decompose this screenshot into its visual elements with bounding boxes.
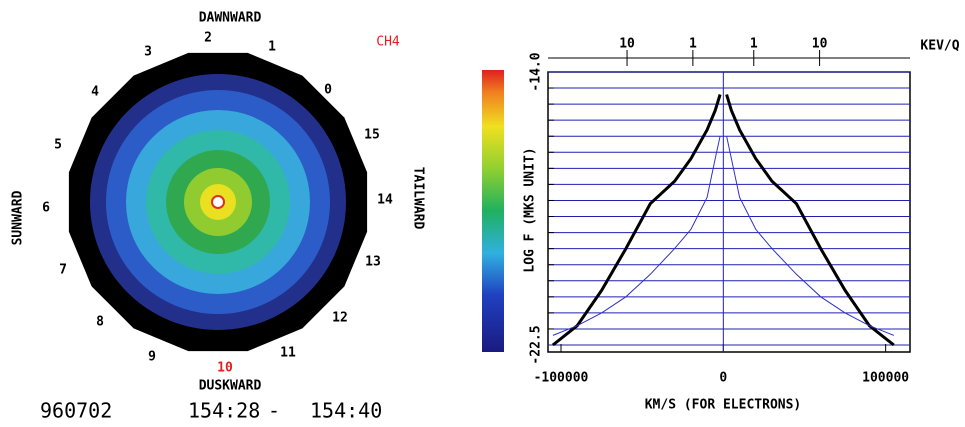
sector-label: 1 bbox=[268, 40, 276, 55]
top-tick-label: 1 bbox=[750, 37, 758, 52]
sector-label: 10 bbox=[217, 361, 233, 376]
top-tick-label: 1 bbox=[689, 37, 697, 52]
center bbox=[211, 195, 225, 209]
x-axis-label: KM/S (FOR ELECTRONS) bbox=[645, 398, 802, 413]
sector-label: 4 bbox=[91, 85, 99, 100]
start-time: 154:28 bbox=[188, 399, 260, 423]
color-bar bbox=[482, 70, 504, 352]
sector-label: 3 bbox=[144, 45, 152, 60]
series-line bbox=[552, 136, 894, 336]
sector-label: 12 bbox=[332, 311, 348, 326]
polar-disk bbox=[68, 52, 368, 352]
sector-label: 8 bbox=[96, 315, 104, 330]
y-tick-label: -14.0 bbox=[529, 52, 544, 91]
sunward-label: SUNWARD bbox=[11, 190, 26, 245]
plot-frame bbox=[547, 71, 911, 353]
tailward-label: TAILWARD bbox=[411, 167, 426, 230]
dawnward-label: DAWNWARD bbox=[199, 11, 262, 26]
sector-label: 6 bbox=[42, 201, 50, 216]
x-tick-label: -100000 bbox=[534, 371, 589, 386]
top-tick-label: 10 bbox=[812, 37, 828, 52]
sector-label: 11 bbox=[280, 346, 296, 361]
duskward-label: DUSKWARD bbox=[199, 379, 262, 394]
sector-label: 7 bbox=[59, 263, 67, 278]
top-axis-label: KEV/Q bbox=[920, 39, 959, 54]
sector-label: 13 bbox=[365, 255, 381, 270]
y-tick-label: -22.5 bbox=[529, 325, 544, 364]
sector-label: 9 bbox=[148, 350, 156, 365]
top-tick-label: 10 bbox=[619, 37, 635, 52]
channel-label: CH4 bbox=[376, 35, 400, 50]
sector-label: 0 bbox=[324, 83, 332, 98]
sector-label: 15 bbox=[364, 128, 380, 143]
x-tick-label: 0 bbox=[719, 371, 727, 386]
end-time: 154:40 bbox=[310, 399, 382, 423]
sector-label: 14 bbox=[377, 193, 393, 208]
dash: - bbox=[268, 399, 280, 423]
y-axis-label: LOG F (MKS UNIT) bbox=[523, 147, 538, 272]
x-tick-label: 100000 bbox=[862, 371, 909, 386]
date: 960702 bbox=[40, 399, 112, 423]
series-line bbox=[551, 94, 895, 347]
sector-label: 2 bbox=[204, 31, 212, 46]
sector-label: 5 bbox=[54, 138, 62, 153]
